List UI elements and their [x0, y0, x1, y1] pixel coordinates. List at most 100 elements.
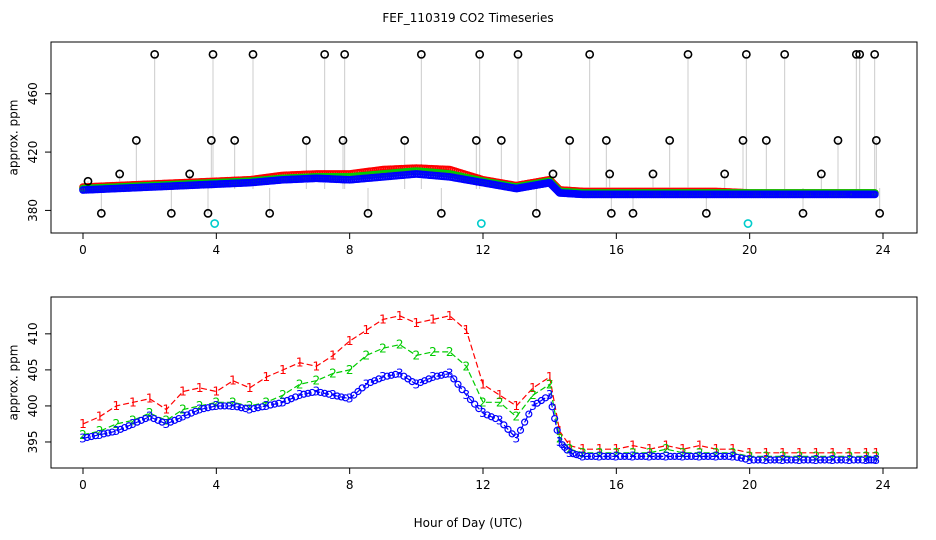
data-point-3	[591, 452, 600, 460]
data-point-3	[250, 405, 258, 413]
data-point-raw	[96, 208, 106, 218]
series-marker-1: 1	[296, 356, 304, 370]
data-point-3	[837, 456, 845, 464]
data-point-3	[375, 375, 383, 383]
data-point-3	[683, 452, 691, 460]
series-marker-1: 1	[646, 442, 654, 456]
data-point-3	[337, 393, 345, 401]
data-point-3	[858, 456, 866, 464]
data-point-raw	[203, 208, 213, 218]
data-point-3	[808, 456, 816, 464]
series-marker-2: 2	[313, 374, 321, 388]
data-point-3	[553, 426, 561, 434]
y-axis-label: approx. ppm	[7, 100, 21, 176]
data-point-3	[416, 378, 425, 387]
series-marker-2: 2	[829, 449, 837, 463]
data-point-3	[283, 396, 291, 405]
series-marker-2: 2	[279, 388, 287, 402]
data-point-raw	[738, 136, 748, 145]
data-point-3	[758, 456, 766, 464]
series-marker-1: 1	[346, 334, 354, 348]
data-point-3	[716, 452, 725, 460]
series-marker-3: 3	[529, 399, 537, 413]
data-point-raw	[816, 169, 826, 179]
series-marker-1: 1	[463, 323, 471, 337]
data-point-3	[291, 393, 300, 401]
data-point-raw	[166, 208, 176, 218]
x-tick-label: 20	[742, 478, 757, 492]
data-point-raw	[870, 49, 880, 59]
series-marker-2: 2	[679, 446, 687, 460]
data-point-3	[487, 413, 495, 421]
series-marker-3: 3	[196, 403, 204, 417]
series-marker-1: 1	[229, 374, 237, 388]
data-point-raw	[115, 169, 125, 179]
data-point-3	[783, 456, 791, 464]
series-marker-1: 1	[129, 395, 137, 409]
data-point-3	[587, 452, 595, 460]
data-point-3	[358, 384, 366, 392]
data-point-3	[516, 426, 525, 434]
data-point-raw	[585, 49, 595, 59]
data-point-3	[441, 370, 450, 378]
data-point-raw	[601, 136, 611, 145]
data-point-3	[733, 453, 741, 461]
data-point-3	[563, 446, 571, 454]
series-marker-2: 2	[163, 413, 171, 427]
data-point-3	[641, 452, 650, 460]
data-point-3	[125, 422, 133, 430]
data-point-3	[437, 371, 445, 379]
data-point-raw	[496, 136, 506, 145]
series-marker-2: 2	[613, 446, 621, 460]
series-marker-3: 3	[713, 449, 721, 463]
x-tick-label: 4	[213, 243, 221, 257]
data-point-3	[183, 411, 191, 419]
series-marker-1: 1	[513, 399, 521, 413]
series-marker-2: 2	[496, 395, 504, 409]
data-point-3	[408, 377, 416, 386]
data-point-3	[633, 452, 641, 460]
series-line-3	[82, 372, 877, 461]
x-tick-label: 0	[79, 478, 87, 492]
data-point-3	[604, 452, 612, 460]
series-marker-1: 1	[829, 446, 837, 460]
data-point-raw	[436, 208, 446, 218]
data-point-raw	[131, 136, 141, 145]
data-point-3	[500, 421, 508, 429]
data-point-3	[804, 456, 812, 464]
data-point-3	[600, 452, 608, 460]
data-point-raw	[548, 169, 558, 179]
data-point-raw	[761, 136, 771, 145]
data-point-raw	[531, 208, 541, 218]
data-point-raw	[475, 49, 485, 59]
series-marker-2: 2	[579, 446, 587, 460]
data-point-3	[775, 456, 783, 464]
data-point-3	[841, 456, 850, 464]
series-marker-2: 2	[796, 449, 804, 463]
data-point-3	[200, 405, 208, 413]
series-marker-2: 2	[479, 395, 487, 409]
series-marker-3: 3	[229, 399, 237, 413]
series-marker-3: 3	[396, 366, 404, 380]
data-point-3	[458, 386, 466, 394]
data-point-3	[271, 400, 279, 408]
series-marker-3: 3	[446, 366, 454, 380]
data-point-3	[637, 452, 645, 460]
data-point-3	[325, 390, 333, 398]
series-marker-3: 3	[629, 449, 637, 463]
x-tick-label: 0	[79, 243, 87, 257]
data-point-raw	[683, 49, 693, 59]
series-marker-3: 3	[646, 449, 654, 463]
series-marker-1: 1	[663, 439, 671, 453]
data-point-3	[666, 452, 675, 460]
data-point-3	[521, 418, 529, 426]
data-point-3	[391, 370, 400, 378]
data-point-raw	[513, 49, 523, 59]
series-marker-1: 1	[179, 385, 187, 399]
series-marker-1: 1	[596, 442, 604, 456]
data-point-3	[483, 411, 491, 419]
data-point-3	[525, 410, 533, 418]
data-point-3	[241, 405, 250, 413]
data-point-3	[83, 433, 91, 442]
